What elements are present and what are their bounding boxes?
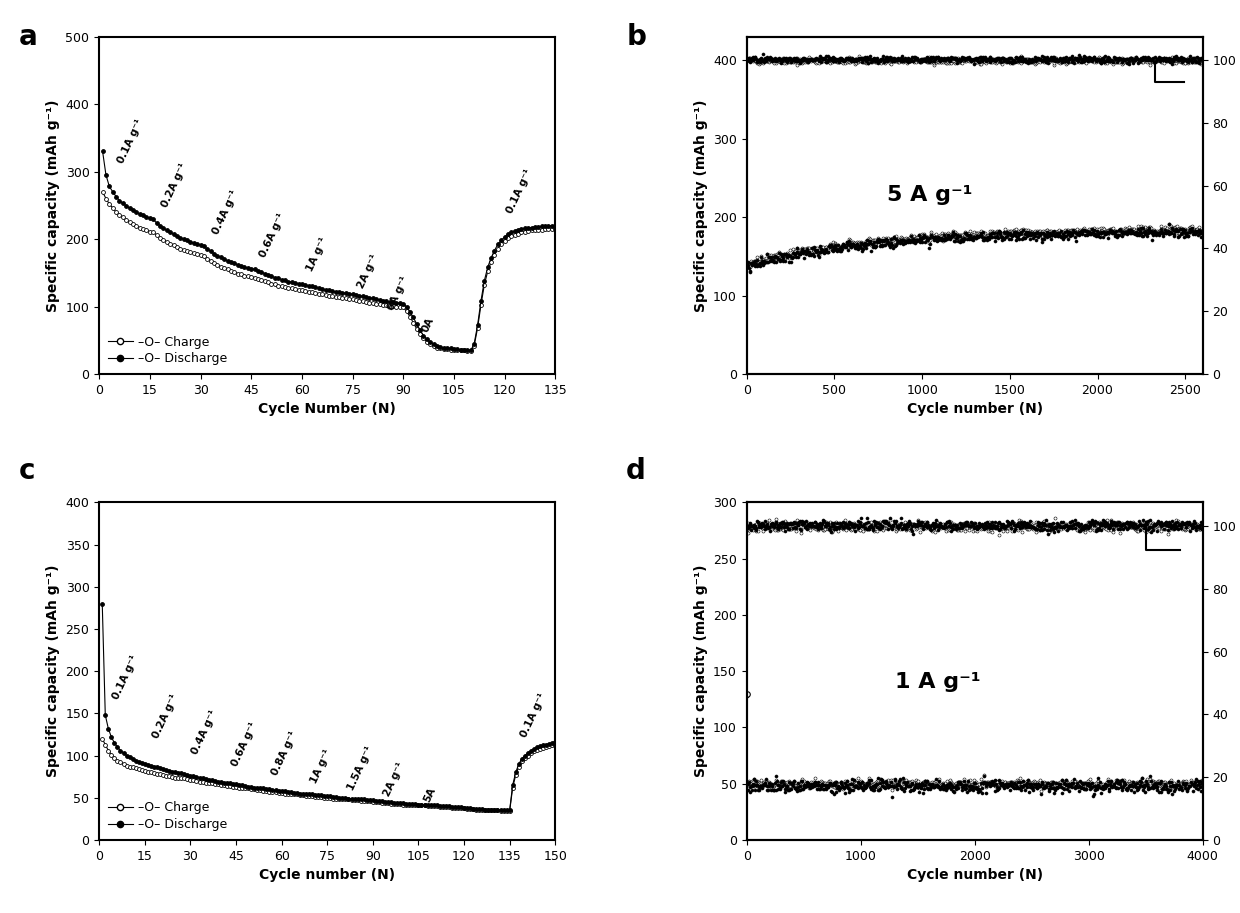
- X-axis label: Cycle number (N): Cycle number (N): [906, 403, 1043, 416]
- Legend: –O– Charge, –O– Discharge: –O– Charge, –O– Discharge: [105, 333, 229, 368]
- X-axis label: Cycle number (N): Cycle number (N): [259, 868, 396, 882]
- Y-axis label: Specific capacity (mAh g⁻¹): Specific capacity (mAh g⁻¹): [46, 565, 60, 778]
- Text: d: d: [626, 456, 646, 485]
- Legend: –O– Charge, –O– Discharge: –O– Charge, –O– Discharge: [105, 799, 229, 834]
- Text: 0.1A g⁻¹: 0.1A g⁻¹: [117, 118, 145, 165]
- Text: a: a: [19, 23, 37, 51]
- Text: 0.6A g⁻¹: 0.6A g⁻¹: [258, 212, 288, 259]
- X-axis label: Cycle number (N): Cycle number (N): [906, 868, 1043, 882]
- Y-axis label: Specific capacity (mAh g⁻¹): Specific capacity (mAh g⁻¹): [46, 99, 60, 311]
- Text: 0A: 0A: [420, 316, 435, 333]
- Y-axis label: Specific capacity (mAh g⁻¹): Specific capacity (mAh g⁻¹): [693, 99, 708, 311]
- Text: 1 A g⁻¹: 1 A g⁻¹: [895, 672, 981, 692]
- Text: 1A g⁻¹: 1A g⁻¹: [309, 748, 334, 785]
- Text: 1.5A g⁻¹: 1.5A g⁻¹: [346, 744, 374, 792]
- Text: 0.6A g⁻¹: 0.6A g⁻¹: [229, 721, 259, 768]
- Text: 5 A g⁻¹: 5 A g⁻¹: [887, 185, 972, 205]
- Text: 6A g⁻¹: 6A g⁻¹: [387, 275, 410, 312]
- Text: 2A g⁻¹: 2A g⁻¹: [356, 253, 381, 289]
- Text: 0.1A g⁻¹: 0.1A g⁻¹: [518, 691, 548, 739]
- Text: 0.8A g⁻¹: 0.8A g⁻¹: [269, 729, 299, 777]
- Text: c: c: [19, 456, 35, 485]
- Text: 0.4A g⁻¹: 0.4A g⁻¹: [191, 708, 219, 756]
- Text: 0.2A g⁻¹: 0.2A g⁻¹: [160, 162, 190, 209]
- Text: 0.2A g⁻¹: 0.2A g⁻¹: [151, 693, 180, 740]
- X-axis label: Cycle Number (N): Cycle Number (N): [258, 403, 396, 416]
- Text: 5A: 5A: [422, 785, 436, 803]
- Text: 0.4A g⁻¹: 0.4A g⁻¹: [211, 188, 239, 236]
- Text: 0.1A g⁻¹: 0.1A g⁻¹: [112, 654, 140, 700]
- Y-axis label: Specific capacity (mAh g⁻¹): Specific capacity (mAh g⁻¹): [693, 565, 708, 778]
- Text: 0.1A g⁻¹: 0.1A g⁻¹: [505, 168, 533, 215]
- Text: 1A g⁻¹: 1A g⁻¹: [305, 236, 330, 273]
- Text: b: b: [626, 23, 646, 51]
- Text: 2A g⁻¹: 2A g⁻¹: [382, 761, 407, 798]
